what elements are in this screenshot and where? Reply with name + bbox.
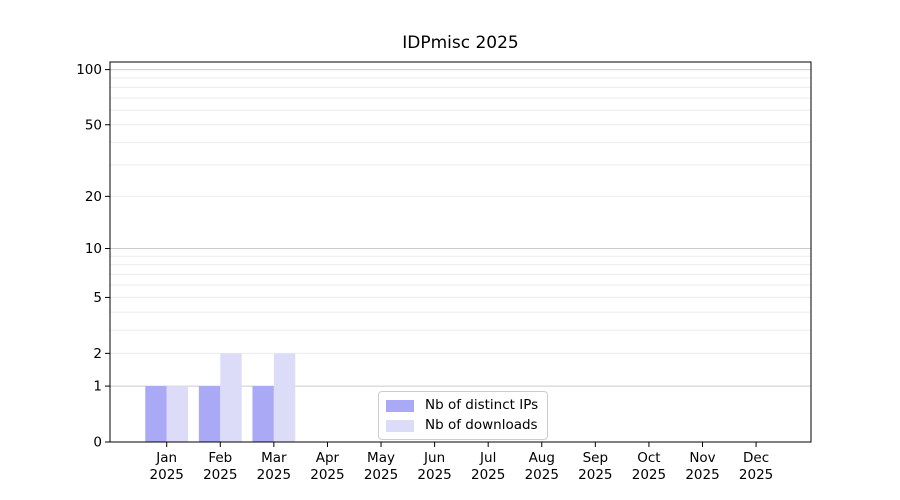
x-tick-label-year: 2025 (150, 467, 184, 483)
x-tick-label-month: Sep (583, 450, 608, 466)
x-tick-label-year: 2025 (310, 467, 344, 483)
x-tick-label-month: Jun (423, 450, 445, 466)
legend: Nb of distinct IPs Nb of downloads (378, 391, 549, 440)
x-tick-label-month: Dec (743, 450, 769, 466)
x-tick-label-month: Oct (637, 450, 660, 466)
chart-title: IDPmisc 2025 (402, 33, 519, 53)
y-tick-label: 0 (93, 435, 102, 451)
y-tick-label: 5 (93, 290, 102, 306)
x-tick-label-year: 2025 (739, 467, 773, 483)
x-tick-label-month: Jan (155, 450, 177, 466)
legend-row: Nb of downloads (386, 418, 538, 433)
bar-distinct-ips-mar (252, 386, 274, 442)
y-tick-label: 2 (93, 346, 102, 362)
x-tick-label-year: 2025 (417, 467, 451, 483)
x-tick-label-year: 2025 (364, 467, 398, 483)
legend-label-downloads: Nb of downloads (425, 417, 538, 433)
x-tick-label-year: 2025 (257, 467, 291, 483)
plot-border (109, 61, 812, 443)
x-tick-label-year: 2025 (471, 467, 505, 483)
legend-label-distinct-ips: Nb of distinct IPs (425, 397, 539, 413)
y-tick-label: 10 (85, 241, 102, 257)
x-tick-label-month: Apr (316, 450, 340, 466)
legend-row: Nb of distinct IPs (386, 398, 538, 413)
x-tick-label-month: May (367, 450, 395, 466)
bar-distinct-ips-feb (198, 386, 221, 442)
bar-downloads-feb (220, 353, 242, 442)
y-tick-label: 50 (85, 117, 102, 133)
x-tick-label-year: 2025 (203, 467, 237, 483)
x-tick-label-month: Mar (261, 450, 287, 466)
x-tick-label-year: 2025 (578, 467, 612, 483)
y-tick-label: 20 (85, 189, 102, 205)
x-tick-label-year: 2025 (685, 467, 719, 483)
bar-distinct-ips-jan (145, 386, 167, 442)
bar-downloads-mar (273, 353, 296, 442)
legend-swatch-downloads (386, 419, 414, 432)
x-tick-label-year: 2025 (525, 467, 559, 483)
x-tick-label-month: Jul (479, 450, 496, 466)
y-tick-label: 100 (76, 62, 102, 78)
x-tick-label-month: Aug (529, 450, 555, 466)
bar-downloads-jan (166, 386, 189, 442)
x-tick-label-month: Feb (208, 450, 232, 466)
y-tick-label: 1 (93, 379, 102, 395)
legend-swatch-distinct-ips (386, 399, 414, 412)
x-tick-label-year: 2025 (632, 467, 666, 483)
x-tick-label-month: Nov (689, 450, 715, 466)
